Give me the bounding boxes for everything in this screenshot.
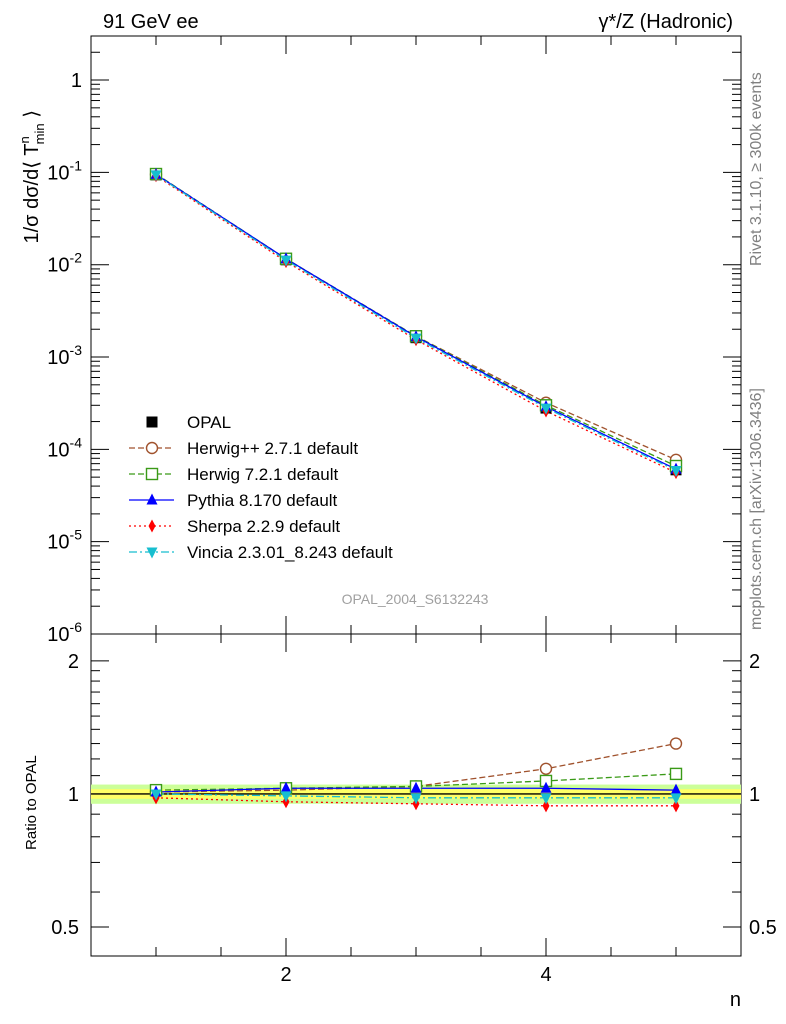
ratio-y-ticks: 2 2 1 1 0.5 0.5	[51, 651, 777, 939]
main-y-tick-label: 10-3	[47, 342, 82, 369]
main-y-tick-label: 10-1	[47, 157, 82, 184]
ratio-point-pythia	[410, 781, 422, 793]
ratio-point-herwigpp	[539, 762, 553, 775]
ratio-point-vincia	[280, 791, 292, 803]
ratio-y-tick-label-right: 0.5	[749, 917, 777, 939]
main-point-vincia	[540, 403, 552, 415]
legend-marker-pythia	[146, 493, 158, 505]
legend-label-sherpa: Sherpa 2.2.9 default	[187, 517, 340, 536]
main-y-tick-label: 10-5	[47, 527, 82, 554]
main-y-tick-label: 1	[71, 70, 82, 92]
ratio-point-sherpa	[672, 799, 680, 813]
rivet-label: Rivet 3.1.10, ≥ 300k events	[748, 72, 765, 266]
main-series-line-herwigpp	[155, 173, 677, 461]
ratio-y-axis-label: Ratio to OPAL	[23, 755, 40, 850]
main-point-vincia	[670, 466, 682, 478]
legend-label-data: OPAL	[187, 413, 231, 432]
ratio-y-tick-label-left: 0.5	[51, 917, 79, 939]
svg-text:Ratio to OPAL: Ratio to OPAL	[23, 755, 40, 850]
x-tick-label: 4	[540, 964, 551, 986]
x-tick-label: 2	[280, 964, 291, 986]
main-point-vincia	[150, 170, 162, 182]
main-y-tick-label: 10-4	[47, 434, 82, 461]
main-y-tick-label: 10-6	[47, 619, 82, 646]
ratio-point-vincia	[540, 793, 552, 805]
main-y-ticks: 1 10-1 10-2 10-3 10-4 10-5 10-6	[47, 35, 741, 646]
mcplots-label: mcplots.cern.ch [arXiv:1306.3436]	[748, 388, 765, 630]
main-y-tick-label: 10-2	[47, 250, 82, 277]
x-axis-label: n	[730, 989, 741, 1011]
ratio-point-vincia	[410, 793, 422, 805]
legend-marker-sherpa	[148, 519, 156, 533]
ratio-point-herwigpp	[669, 737, 683, 750]
main-x-ticks	[155, 36, 742, 634]
ratio-y-tick-label-left: 2	[68, 651, 79, 673]
header-left: 91 GeV ee	[103, 11, 199, 33]
ratio-point-vincia	[150, 789, 162, 801]
legend-marker-herwigpp	[145, 441, 159, 455]
legend-marker-data	[146, 416, 158, 428]
ratio-y-tick-label-right: 2	[749, 651, 760, 673]
legend-label-pythia: Pythia 8.170 default	[187, 491, 338, 510]
ratio-series-line-herwigpp	[155, 742, 677, 793]
ratio-series-group	[149, 737, 683, 813]
ratio-point-vincia	[670, 793, 682, 805]
ratio-y-tick-label-right: 1	[749, 784, 760, 806]
header-right: γ*/Z (Hadronic)	[599, 11, 733, 33]
main-point-vincia	[410, 333, 422, 345]
ratio-point-pythia	[280, 781, 292, 793]
ratio-point-sherpa	[542, 799, 550, 813]
ratio-point-herwig7	[669, 767, 683, 781]
analysis-watermark: OPAL_2004_S6132243	[342, 591, 489, 607]
main-series-line-sherpa	[155, 175, 677, 474]
main-series-group	[149, 167, 683, 480]
legend-label-herwig7: Herwig 7.2.1 default	[187, 465, 338, 484]
svg-text:1/σ dσ/d⟨ Tnmin ⟩: 1/σ dσ/d⟨ Tnmin ⟩	[17, 110, 47, 244]
ratio-point-pythia	[670, 783, 682, 795]
legend-marker-vincia	[146, 547, 158, 559]
main-series-line-herwig7	[155, 173, 677, 467]
main-point-vincia	[280, 255, 292, 267]
main-plot-panel: 1 10-1 10-2 10-3 10-4 10-5 10-6 OPAL_2004_S613…	[47, 35, 742, 646]
ratio-y-tick-label-left: 1	[68, 784, 79, 806]
legend-label-herwigpp: Herwig++ 2.7.1 default	[187, 439, 358, 458]
legend-marker-herwig7	[145, 467, 159, 481]
legend-label-vincia: Vincia 2.3.01_8.243 default	[187, 543, 393, 562]
ratio-point-pythia	[540, 781, 552, 793]
main-y-axis-label: 1/σ dσ/d⟨ Tnmin ⟩	[17, 110, 47, 244]
legend: OPAL Herwig++ 2.7.1 default Herwig 7.2.1 d…	[129, 413, 393, 562]
